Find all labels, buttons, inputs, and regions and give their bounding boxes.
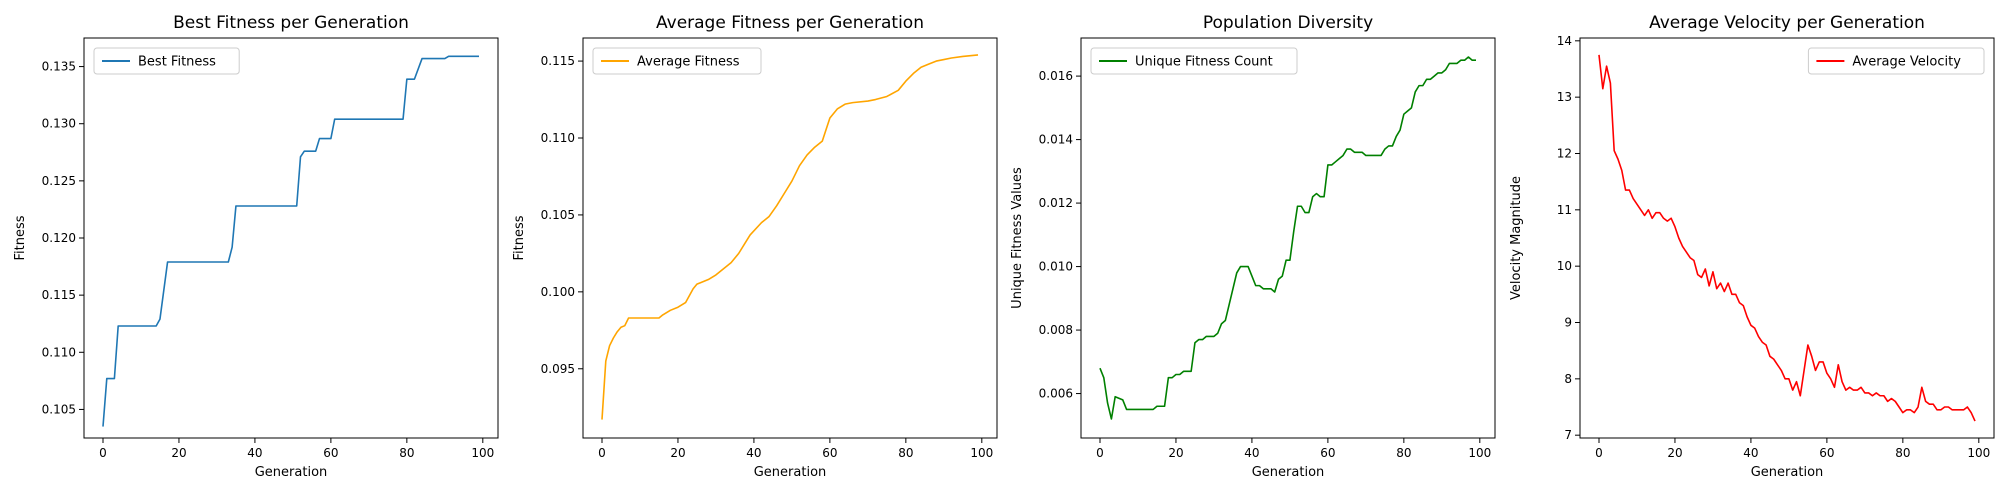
x-tick-label: 80 [399,446,414,460]
y-axis-label: Fitness [13,215,28,260]
legend-box [93,47,240,75]
y-tick-label: 0.130 [42,117,76,131]
legend-box [592,47,762,75]
x-tick-label: 20 [1667,446,1682,460]
legend: Average Velocity [1807,47,1985,75]
chart-panel: Population Diversity 0 20 40 60 80 100 0.006 0.0… [1010,13,1496,480]
chart-title: Population Diversity [1203,13,1373,33]
series-line [1598,54,1976,422]
y-tick-label: 13 [1557,90,1572,104]
plot-frame [1080,37,1496,439]
y-tick-label: 0.115 [541,54,575,68]
y-tick-label: 0.105 [541,208,575,222]
x-tick-label: 80 [898,446,913,460]
x-tick-label: 0 [1595,446,1603,460]
x-tick-label: 40 [746,446,761,460]
x-tick-label: 20 [670,446,685,460]
y-tick-label: 0.110 [541,131,575,145]
legend-label: Best Fitness [138,55,216,70]
x-tick-label: 20 [1168,446,1183,460]
chart-panel: Best Fitness per Generation 0 20 40 60 80 100 0… [13,13,499,480]
y-tick-label: 0.095 [541,362,575,376]
legend-label: Average Velocity [1852,55,1961,70]
x-tick-label: 80 [1396,446,1411,460]
x-axis-label: Generation [255,465,328,480]
series-line [601,54,979,420]
y-axis-label: Fitness [512,215,527,260]
y-tick-label: 7 [1564,428,1572,442]
y-axis-label: Velocity Magnitude [1509,176,1524,300]
legend-label: Average Fitness [637,55,740,70]
legend: Best Fitness [93,47,240,75]
legend: Unique Fitness Count [1090,47,1298,75]
x-tick-label: 0 [99,446,107,460]
x-tick-label: 60 [1819,446,1834,460]
y-tick-label: 0.008 [1039,323,1073,337]
x-tick-label: 40 [247,446,262,460]
y-tick-label: 0.016 [1039,69,1073,83]
y-tick-label: 11 [1557,203,1572,217]
legend-label: Unique Fitness Count [1135,55,1273,70]
x-tick-label: 40 [1743,446,1758,460]
legend-box [1807,47,1985,75]
chart-title: Best Fitness per Generation [173,13,409,33]
y-tick-label: 9 [1564,316,1572,330]
x-tick-label: 100 [970,446,993,460]
x-tick-label: 60 [822,446,837,460]
y-tick-label: 0.110 [42,345,76,359]
x-tick-label: 60 [1320,446,1335,460]
x-tick-label: 0 [1096,446,1104,460]
y-tick-label: 0.120 [42,231,76,245]
y-tick-label: 0.125 [42,174,76,188]
plot-frame [1579,37,1995,439]
x-tick-label: 20 [171,446,186,460]
chart-panel: Average Fitness per Generation 0 20 40 60 80 1… [512,13,998,480]
x-tick-label: 0 [598,446,606,460]
x-tick-label: 60 [323,446,338,460]
series-line [102,55,480,427]
legend-box [1090,47,1298,75]
chart-panel: Average Velocity per Generation 0 20 40 60 80… [1509,13,1995,480]
plot-frame [582,37,998,439]
y-tick-label: 0.135 [42,60,76,74]
y-tick-label: 0.010 [1039,260,1073,274]
y-tick-label: 12 [1557,146,1572,160]
y-tick-label: 10 [1557,259,1572,273]
y-tick-label: 14 [1557,34,1572,48]
x-tick-label: 100 [471,446,494,460]
chart-title: Average Fitness per Generation [656,13,924,33]
y-tick-label: 8 [1564,372,1572,386]
x-tick-label: 100 [1468,446,1491,460]
x-axis-label: Generation [1751,465,1824,480]
y-axis-label: Unique Fitness Values [1010,167,1025,309]
y-tick-label: 0.014 [1039,133,1073,147]
y-tick-label: 0.115 [42,288,76,302]
x-tick-label: 40 [1244,446,1259,460]
x-axis-label: Generation [1252,465,1325,480]
y-tick-label: 0.012 [1039,196,1073,210]
x-tick-label: 100 [1967,446,1990,460]
x-axis-label: Generation [754,465,827,480]
series-line [1099,56,1477,420]
plot-frame [83,37,499,439]
y-tick-label: 0.100 [541,285,575,299]
chart-title: Average Velocity per Generation [1649,13,1925,33]
y-tick-label: 0.006 [1039,387,1073,401]
legend: Average Fitness [592,47,762,75]
x-tick-label: 80 [1895,446,1910,460]
y-tick-label: 0.105 [42,402,76,416]
